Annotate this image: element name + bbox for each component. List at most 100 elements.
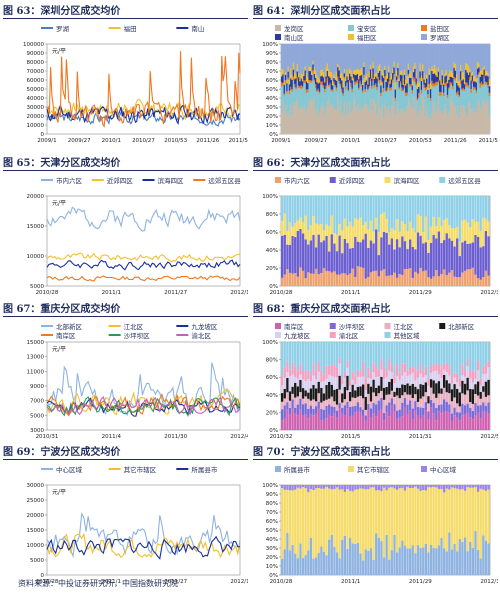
bar-segment xyxy=(317,88,320,92)
bar-segment xyxy=(358,70,360,80)
bar-segment xyxy=(445,108,448,134)
bar-segment xyxy=(283,485,286,490)
bar-segment xyxy=(341,92,343,116)
bar-segment xyxy=(300,89,303,107)
bar-segment xyxy=(448,87,450,90)
bar-segment xyxy=(334,79,337,86)
bar-segment xyxy=(358,89,360,111)
bar-segment xyxy=(328,485,331,489)
bar-segment xyxy=(454,64,457,71)
bar-segment xyxy=(469,389,472,403)
bar-segment xyxy=(458,117,461,134)
legend-label: 江北区 xyxy=(394,323,414,331)
bar-segment xyxy=(442,240,446,270)
series-line xyxy=(46,395,241,416)
bar-segment xyxy=(355,44,358,70)
bar-segment xyxy=(442,411,446,430)
bar-segment xyxy=(398,342,401,373)
bar-segment xyxy=(359,242,362,267)
bar-segment xyxy=(364,420,367,430)
bar-segment xyxy=(291,386,294,394)
bar-segment xyxy=(320,223,323,243)
bar-segment xyxy=(382,412,386,421)
bar-segment xyxy=(307,370,310,380)
bar-segment xyxy=(483,100,486,134)
bar-segment xyxy=(480,69,483,75)
legend-label: 滨海四区 xyxy=(158,176,185,185)
bar-segment xyxy=(448,272,451,286)
bar-segment xyxy=(296,64,299,72)
bar-segment xyxy=(385,81,388,91)
bar-segment xyxy=(411,485,414,488)
bar-segment xyxy=(281,86,283,114)
bar-segment xyxy=(414,249,417,272)
bar-segment xyxy=(444,83,446,86)
bar-segment xyxy=(301,196,305,223)
bar-segment xyxy=(283,489,286,550)
x-tick-label: 2011/4 xyxy=(102,434,122,440)
bar-segment xyxy=(458,378,461,387)
bar-segment xyxy=(290,78,292,87)
bar-segment xyxy=(320,382,323,388)
bar-segment xyxy=(442,220,446,241)
bar-segment xyxy=(320,107,322,134)
bar-segment xyxy=(330,196,333,216)
bar-segment xyxy=(281,76,283,83)
bar-segment xyxy=(295,74,297,79)
bar-segment xyxy=(301,371,305,380)
y-tick-label: 60% xyxy=(266,519,278,525)
bar-segment xyxy=(432,100,435,134)
bar-segment xyxy=(281,401,284,410)
bar-segment xyxy=(463,383,467,395)
bar-segment xyxy=(308,79,311,82)
bar-segment xyxy=(288,222,292,245)
bar-segment xyxy=(382,487,386,558)
bar-segment xyxy=(422,547,425,575)
bar-segment xyxy=(297,44,300,74)
bar-segment xyxy=(345,115,347,134)
bar-segment xyxy=(453,397,456,408)
bar-segment xyxy=(330,406,333,417)
bar-segment xyxy=(442,84,445,93)
bar-segment xyxy=(473,112,475,134)
bar-segment xyxy=(382,420,386,430)
bar-segment xyxy=(382,399,386,413)
bar-segment xyxy=(322,77,325,86)
bar-segment xyxy=(399,83,402,110)
bar-segment xyxy=(334,44,337,77)
bar-segment xyxy=(393,391,396,397)
bar-segment xyxy=(469,77,471,81)
bar-segment xyxy=(338,81,341,84)
bar-segment xyxy=(475,93,478,113)
bar-segment xyxy=(377,94,380,134)
bar-segment xyxy=(435,383,438,398)
bar-segment xyxy=(304,278,307,286)
bar-segment xyxy=(398,247,401,275)
bar-segment xyxy=(406,414,409,430)
bar-segment xyxy=(416,214,420,233)
bar-segment xyxy=(431,66,433,71)
bar-segment xyxy=(457,85,459,91)
bar-segment xyxy=(403,392,407,398)
bar-segment xyxy=(427,342,430,378)
bar-segment xyxy=(296,487,299,559)
bar-segment xyxy=(388,81,390,85)
bar-segment xyxy=(401,196,404,222)
bar-segment xyxy=(318,93,321,113)
bar-segment xyxy=(406,44,409,77)
bar-segment xyxy=(479,405,482,419)
bar-segment xyxy=(282,69,284,75)
bar-segment xyxy=(283,274,286,286)
bar-segment xyxy=(482,44,484,69)
bar-segment xyxy=(440,273,443,286)
bar-segment xyxy=(399,44,402,72)
bar-segment xyxy=(317,381,320,394)
bar-segment xyxy=(422,64,424,72)
bar-segment xyxy=(424,382,427,393)
bar-segment xyxy=(299,196,302,218)
bar-segment xyxy=(450,44,453,72)
bar-segment xyxy=(429,196,433,227)
bar-segment xyxy=(381,81,384,83)
bar-segment xyxy=(456,196,459,227)
bar-segment xyxy=(351,74,354,81)
